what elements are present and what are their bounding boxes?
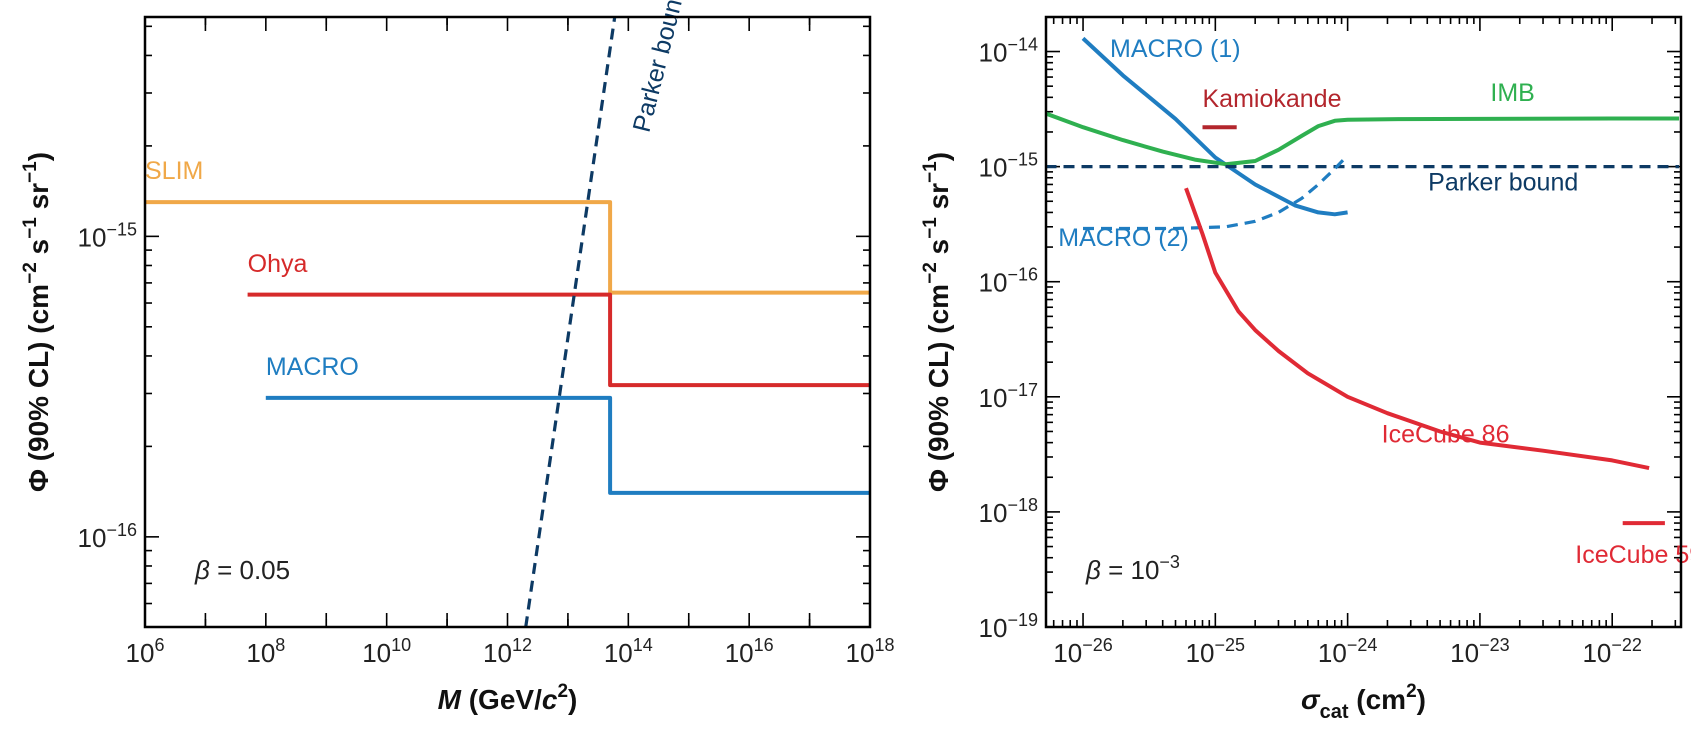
beta-annotation: β = 0.05	[194, 555, 290, 585]
series-label-icecube-86: IceCube 86	[1382, 421, 1510, 449]
series-label-parker-bound: Parker bound	[1428, 169, 1578, 197]
y-axis-title: Φ (90% CL) (cm−2 s−1 sr−1)	[920, 152, 954, 492]
series-label-macro-2: MACRO (2)	[1058, 224, 1189, 252]
series-label-kamiokande: Kamiokande	[1203, 85, 1342, 113]
x-axis-title: σcat (cm2)	[1301, 681, 1426, 723]
x-tick-label: 10−24	[1318, 635, 1377, 668]
series-line-slim	[145, 200, 870, 295]
series-label-macro: MACRO	[266, 353, 359, 381]
series-label-macro-1: MACRO (1)	[1110, 35, 1241, 63]
x-tick-label: 1018	[846, 635, 895, 668]
y-tick-label: 10−15	[78, 219, 137, 252]
left-chart-mass: 106 108 1010 1012 1014 1016 1018 10−15 10−16 SLIM…	[20, 0, 894, 715]
y-tick-label: 10−18	[979, 495, 1038, 528]
y-axis-title: Φ (90% CL) (cm−2 s−1 sr−1)	[20, 152, 54, 492]
x-tick-label: 1010	[362, 635, 411, 668]
y-tick-label: 10−17	[979, 380, 1038, 413]
right-chart-cross-section: 10−26 10−25 10−24 10−23 10−22 10−14 10−15 10−16…	[920, 15, 1691, 723]
series-line-ohya	[247, 292, 870, 388]
series-line-imb	[1046, 111, 1679, 167]
x-axis-title: M (GeV/c2)	[438, 681, 578, 715]
x-tick-label: 108	[246, 635, 285, 668]
x-tick-label: 10−25	[1186, 635, 1245, 668]
series-label-parker-bound: Parker bound	[628, 0, 691, 135]
plot-frame	[1044, 15, 1683, 629]
y-tick-label: 10−16	[78, 520, 137, 553]
x-tick-label: 10−26	[1053, 635, 1112, 668]
x-tick-label: 1016	[725, 635, 774, 668]
series-label-imb: IMB	[1490, 79, 1534, 107]
x-tick-label: 106	[126, 635, 165, 668]
y-tick-label: 10−14	[979, 35, 1038, 68]
series-line-macro-2	[1083, 154, 1349, 231]
y-tick-label: 10−19	[979, 610, 1038, 643]
series-line-macro	[265, 395, 870, 495]
x-tick-label: 1012	[483, 635, 532, 668]
series-line-parker-bound	[524, 17, 617, 627]
y-tick-label: 10−15	[979, 150, 1038, 183]
series-line-icecube-86	[1184, 187, 1650, 471]
series-label-slim: SLIM	[145, 157, 203, 185]
series-line-macro-1	[1081, 36, 1348, 217]
x-tick-label: 10−23	[1450, 635, 1509, 668]
x-tick-label: 10−22	[1582, 635, 1641, 668]
x-tick-label: 1014	[604, 635, 653, 668]
series-label-ohya: Ohya	[248, 250, 308, 278]
beta-annotation: β = 10−3	[1085, 552, 1180, 585]
plot-frame	[143, 15, 872, 629]
series-label-icecube-59: IceCube 59	[1575, 541, 1691, 569]
y-tick-label: 10−16	[979, 265, 1038, 298]
